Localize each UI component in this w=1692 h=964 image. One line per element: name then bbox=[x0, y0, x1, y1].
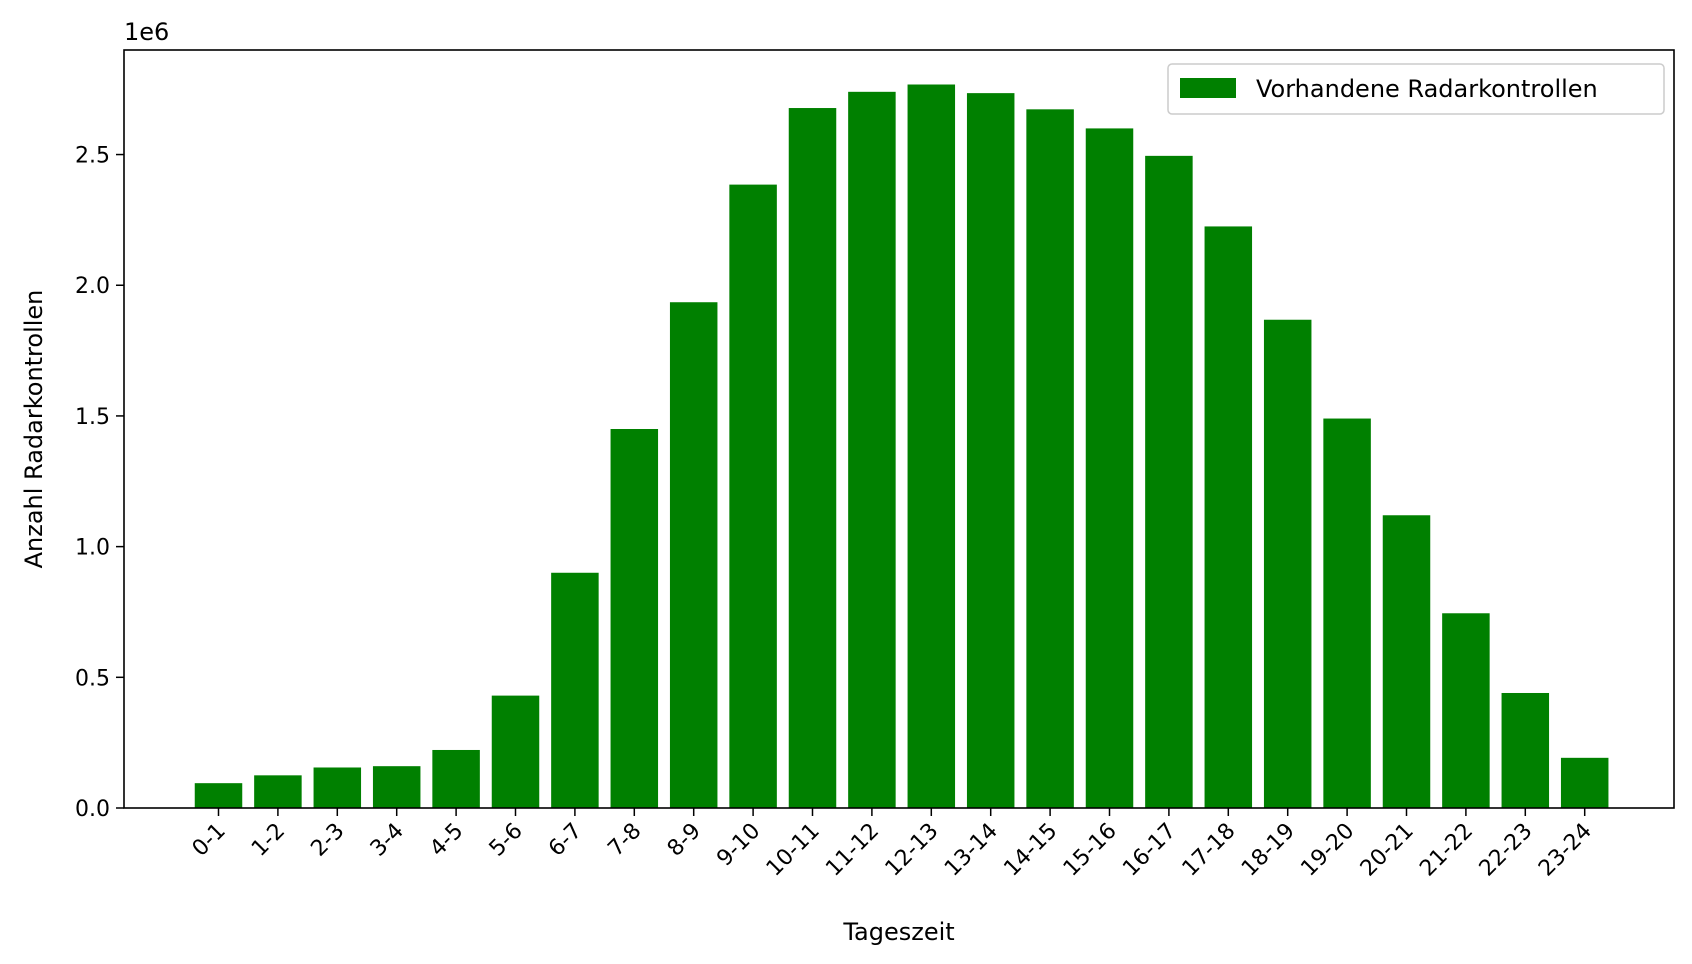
y-tick-label: 2.5 bbox=[75, 144, 110, 169]
x-tick-label: 23-24 bbox=[1534, 819, 1597, 882]
bar-3-4 bbox=[372, 766, 421, 808]
bar-22-23 bbox=[1501, 692, 1550, 808]
x-tick-label: 2-3 bbox=[306, 819, 349, 862]
x-tick-label: 11-12 bbox=[821, 819, 884, 882]
x-tick-label: 7-8 bbox=[603, 819, 646, 862]
y-tick-label: 0.5 bbox=[75, 666, 110, 691]
bars-layer bbox=[194, 84, 1609, 809]
bar-13-14 bbox=[966, 93, 1015, 808]
bar-20-21 bbox=[1382, 515, 1431, 808]
x-tick-label: 22-23 bbox=[1475, 819, 1538, 882]
x-tick-label: 20-21 bbox=[1356, 819, 1419, 882]
bar-0-1 bbox=[194, 783, 243, 808]
bar-1-2 bbox=[254, 775, 302, 808]
y-axis-label: Anzahl Radarkontrollen bbox=[20, 290, 48, 569]
y-tick-label: 0.0 bbox=[75, 797, 110, 822]
plot-frame bbox=[123, 49, 1675, 809]
bar-14-15 bbox=[1026, 109, 1074, 808]
legend-frame bbox=[1167, 63, 1665, 115]
y-tick-label: 2.0 bbox=[75, 274, 110, 299]
bar-8-9 bbox=[669, 302, 718, 808]
bar-23-24 bbox=[1560, 757, 1609, 808]
x-tick-label: 14-15 bbox=[999, 819, 1062, 882]
x-tick-label: 12-13 bbox=[881, 819, 944, 882]
bar-5-6 bbox=[491, 695, 540, 808]
x-tick-label: 6-7 bbox=[544, 819, 587, 862]
bar-16-17 bbox=[1145, 155, 1193, 809]
x-tick-label: 1-2 bbox=[247, 819, 290, 862]
x-tick-label: 18-19 bbox=[1237, 819, 1300, 882]
x-tick-label: 10-11 bbox=[762, 819, 825, 882]
bar-10-11 bbox=[788, 108, 837, 808]
legend-swatch bbox=[1180, 78, 1236, 98]
bar-9-10 bbox=[729, 184, 777, 809]
y-tick-label: 1.0 bbox=[75, 536, 110, 561]
x-tick-label: 16-17 bbox=[1118, 819, 1181, 882]
x-tick-label: 4-5 bbox=[425, 819, 468, 862]
x-tick-label: 5-6 bbox=[485, 819, 528, 862]
x-tick-label: 17-18 bbox=[1178, 819, 1241, 882]
bar-19-20 bbox=[1323, 418, 1371, 808]
x-tick-label: 9-10 bbox=[712, 819, 765, 872]
x-axis-label: Tageszeit bbox=[842, 918, 954, 946]
bar-15-16 bbox=[1085, 128, 1134, 808]
bar-11-12 bbox=[848, 91, 896, 808]
bar-12-13 bbox=[907, 84, 956, 808]
legend: Vorhandene Radarkontrollen bbox=[1167, 63, 1665, 115]
x-tick-label: 8-9 bbox=[663, 819, 706, 862]
bar-17-18 bbox=[1204, 226, 1253, 808]
x-tick-label: 13-14 bbox=[940, 819, 1003, 882]
x-tick-label: 21-22 bbox=[1415, 819, 1478, 882]
y-axis-offset-label: 1e6 bbox=[124, 18, 169, 46]
x-tick-label: 15-16 bbox=[1059, 819, 1122, 882]
bar-2-3 bbox=[313, 767, 362, 808]
y-axis-ticks: 0.0 0.5 1.0 1.5 2.0 2.5 bbox=[75, 144, 124, 822]
bar-6-7 bbox=[551, 572, 599, 808]
bar-4-5 bbox=[432, 749, 480, 808]
x-tick-label: 19-20 bbox=[1296, 819, 1359, 882]
x-axis-ticks: 0-1 1-2 2-3 3-4 4-5 5-6 6-7 7-8 8-9 9-1010-1111-1… bbox=[188, 808, 1597, 881]
bar-21-22 bbox=[1442, 613, 1490, 808]
bar-7-8 bbox=[610, 429, 659, 808]
x-tick-label: 3-4 bbox=[366, 819, 409, 862]
bar-18-19 bbox=[1263, 319, 1312, 808]
x-tick-label: 0-1 bbox=[188, 819, 231, 862]
legend-label: Vorhandene Radarkontrollen bbox=[1256, 75, 1598, 103]
y-tick-label: 1.5 bbox=[75, 405, 110, 430]
